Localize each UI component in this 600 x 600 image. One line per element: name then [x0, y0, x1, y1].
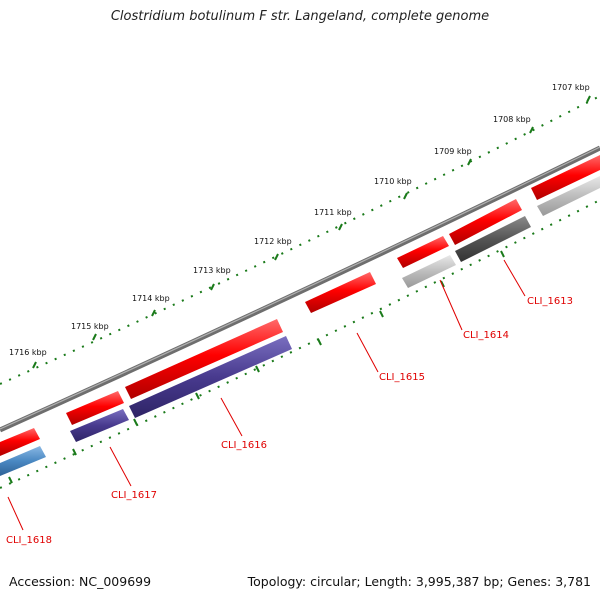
gene-label-cli-1617: CLI_1617: [111, 490, 157, 501]
tick-label: 1712 kbp: [254, 237, 292, 246]
cds-forward-cli-1618[interactable]: [0, 428, 40, 456]
cds-reverse-grey-light-1[interactable]: [537, 176, 600, 216]
tick-label: 1714 kbp: [132, 294, 170, 303]
outer-major-ticks: [32, 95, 591, 369]
cds-forward-cli-1617[interactable]: [66, 391, 124, 425]
gene-label-cli-1613: CLI_1613: [527, 296, 573, 307]
cds-reverse-cli-1618[interactable]: [0, 446, 46, 476]
cds-reverse-grey-dark[interactable]: [455, 216, 531, 262]
tick-label: 1710 kbp: [374, 177, 412, 186]
gene-label-cli-1616: CLI_1616: [221, 440, 267, 451]
cds-forward-cli-1613[interactable]: [531, 155, 600, 200]
cds-forward-cli-1615[interactable]: [305, 272, 376, 313]
inner-major-ticks: [8, 250, 505, 484]
label-leaders: [7, 259, 526, 531]
tick-label: 1715 kbp: [71, 322, 109, 331]
tick-label: 1713 kbp: [193, 266, 231, 275]
tick-label: 1709 kbp: [434, 147, 472, 156]
cds-forward-cli-1614-b[interactable]: [397, 236, 449, 268]
tick-label: 1707 kbp: [552, 83, 590, 92]
cds-reverse-cli-1617[interactable]: [70, 409, 129, 442]
gene-label-cli-1615: CLI_1615: [379, 372, 425, 383]
map-title: Clostridium botulinum F str. Langeland, …: [110, 9, 490, 24]
tick-label: 1708 kbp: [493, 115, 531, 124]
outer-tick-arc: [0, 95, 600, 385]
gene-label-cli-1618: CLI_1618: [6, 535, 52, 546]
cds-forward-cli-1614-a[interactable]: [449, 199, 522, 245]
tick-label: 1711 kbp: [314, 208, 352, 217]
gene-label-cli-1614: CLI_1614: [463, 330, 509, 341]
genome-summary-text: Topology: circular; Length: 3,995,387 bp…: [247, 574, 591, 589]
tick-label: 1716 kbp: [9, 348, 47, 357]
cds-forward-cli-1616[interactable]: [125, 319, 283, 399]
cds-reverse-cli-1616[interactable]: [129, 336, 292, 418]
cds-reverse-grey-light-2[interactable]: [402, 255, 456, 288]
genome-backbone: [0, 145, 600, 433]
accession-text: Accession: NC_009699: [9, 574, 152, 589]
inner-tick-arc: [0, 199, 600, 489]
